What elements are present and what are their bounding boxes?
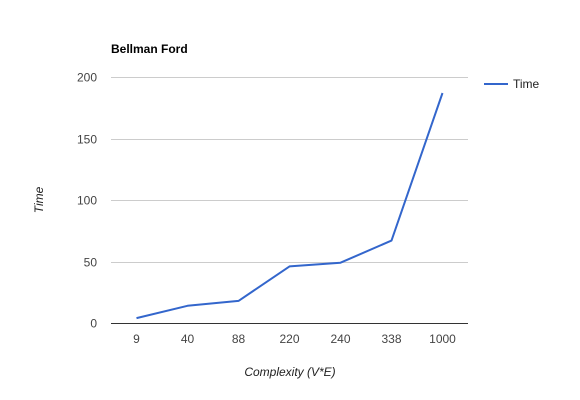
x-tick-label: 220	[279, 332, 299, 346]
y-tick-label: 0	[90, 317, 97, 331]
x-tick-label: 338	[381, 332, 401, 346]
x-tick-labels: 9 40 88 220 240 338 1000	[133, 332, 456, 346]
y-tick-label: 50	[84, 256, 98, 270]
y-tick-labels: 0 50 100 150 200	[77, 71, 97, 331]
x-tick-label: 1000	[429, 332, 456, 346]
y-tick-label: 150	[77, 133, 97, 147]
x-tick-label: 88	[232, 332, 246, 346]
y-axis-title: Time	[32, 186, 46, 213]
legend: Time	[484, 77, 540, 91]
chart-title: Bellman Ford	[111, 42, 188, 56]
x-tick-label: 240	[330, 332, 350, 346]
legend-label-time: Time	[513, 77, 540, 91]
gridlines	[111, 77, 468, 263]
y-tick-label: 200	[77, 71, 97, 85]
y-tick-label: 100	[77, 194, 97, 208]
series-line-time	[136, 92, 444, 320]
x-tick-label: 40	[181, 332, 195, 346]
x-axis-title: Complexity (V*E)	[244, 365, 335, 379]
x-tick-label: 9	[133, 332, 140, 346]
